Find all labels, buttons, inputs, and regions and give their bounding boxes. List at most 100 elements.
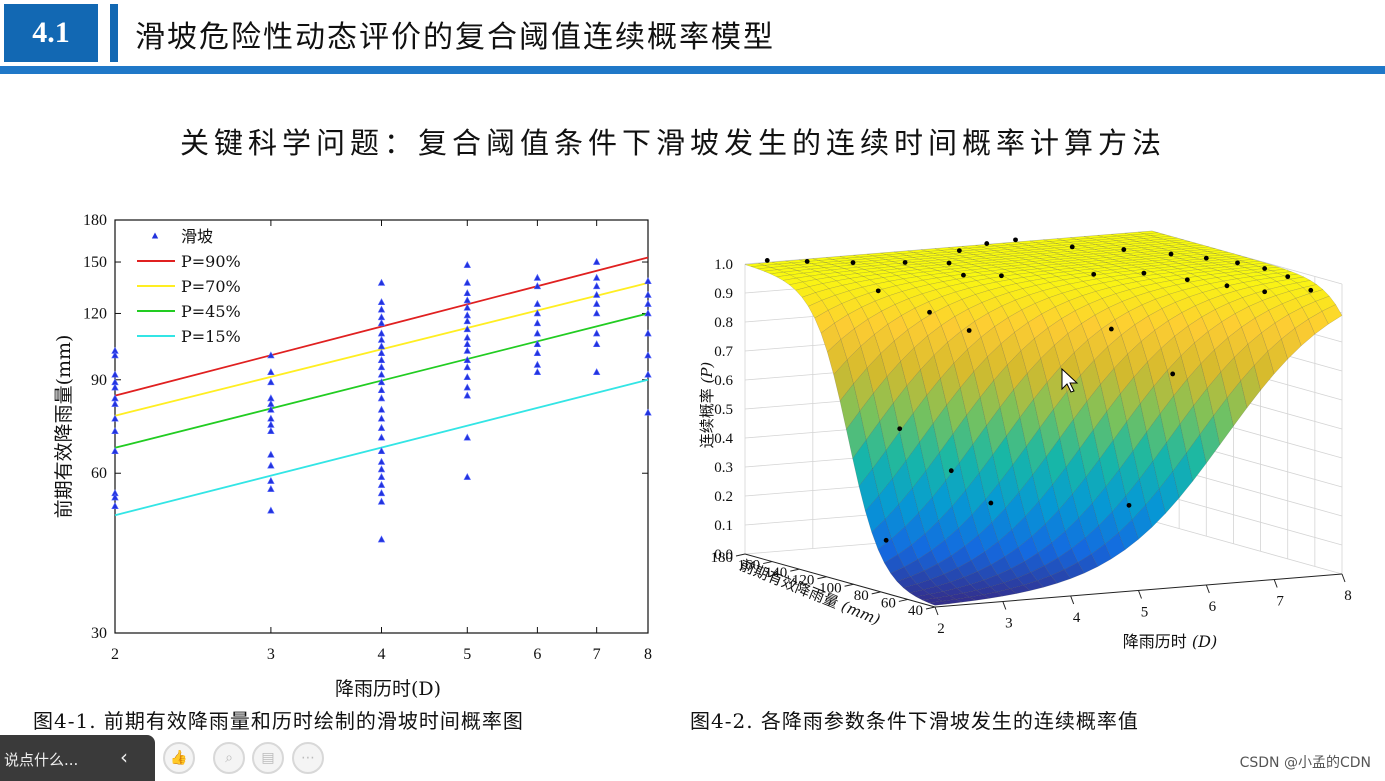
landslide-point [463, 433, 471, 441]
observed-point [1170, 371, 1176, 377]
y-tick-label: 40 [908, 603, 923, 619]
landslide-point [592, 340, 601, 348]
observed-point [850, 260, 856, 266]
landslide-point [592, 368, 601, 376]
z-tick-label: 0.2 [714, 489, 733, 505]
landslide-point [644, 329, 652, 337]
x-tick-label: 3 [267, 646, 275, 663]
zoom-icon[interactable]: ⌕ [213, 742, 245, 774]
landslide-point [592, 282, 601, 290]
landslide-point [533, 368, 542, 376]
landslide-point [111, 351, 119, 359]
landslide-point [377, 342, 386, 350]
z-tick-label: 0.0 [714, 547, 733, 563]
observed-point [927, 309, 932, 315]
observed-point [1308, 287, 1314, 293]
legend-label: P=70% [181, 277, 241, 296]
observed-point [1013, 237, 1018, 243]
legend-label: P=45% [181, 302, 241, 321]
landslide-point [533, 273, 542, 281]
thumb-up-icon[interactable]: 👍 [163, 742, 195, 774]
x-tick [934, 606, 939, 616]
y-axis-line [744, 553, 936, 608]
landslide-point [377, 329, 386, 337]
landslide-point [463, 340, 471, 348]
y-tick [844, 583, 854, 587]
x-tick [1002, 601, 1007, 610]
landslide-point [463, 346, 471, 354]
landslide-point [267, 420, 275, 428]
slide-title: 滑坡危险性动态评价的复合阈值连续概率模型 [135, 20, 775, 55]
comment-toolbar: 说点什么... ‹ [0, 735, 155, 781]
landslide-point [111, 370, 119, 378]
probability-surface-chart: 0.0 0.1 0.2 0.3 0.4 0.5 0.6 0.7 0.8 0.9 1.0 2 3 4 5 6 7 8… [698, 230, 1352, 651]
x-tick-label: 7 [1276, 594, 1284, 610]
landslide-point [463, 325, 471, 333]
section-number: 4.1 [4, 4, 98, 62]
legend-label: P=90% [181, 252, 241, 271]
observed-point [948, 468, 954, 474]
y-tick [898, 598, 908, 602]
x-tick-label: 3 [1005, 616, 1013, 632]
landslide-point [377, 535, 386, 543]
x-tick-label: 4 [1073, 610, 1081, 626]
surface-patch [1195, 246, 1216, 250]
y-tick-label: 60 [881, 595, 896, 611]
x-tick-label: 8 [644, 646, 652, 663]
landslide-point [463, 278, 471, 286]
x-tick [1341, 573, 1346, 583]
comment-input[interactable]: 说点什么... [4, 751, 79, 769]
x-axis-label: 降雨历时 (D) [1123, 632, 1217, 651]
x-tick-label: 4 [378, 646, 386, 663]
landslide-point [463, 356, 471, 363]
observed-point [1121, 247, 1127, 252]
landslide-point [592, 299, 601, 307]
landslide-point [533, 309, 542, 317]
observed-point [1126, 502, 1132, 508]
landslide-point [463, 289, 471, 297]
landslide-point [377, 447, 386, 455]
landslide-point [533, 340, 542, 348]
x-tick [1205, 584, 1210, 594]
section-separator [110, 4, 118, 62]
surface-patch [1302, 284, 1324, 294]
y-tick-label: 150 [83, 254, 107, 271]
landslide-point [377, 378, 386, 386]
landslide-point [267, 484, 275, 492]
landslide-point [377, 386, 386, 394]
x-tick [1273, 579, 1278, 588]
y-tick-label: 180 [83, 212, 107, 229]
x-tick-label: 5 [463, 646, 471, 663]
observed-point [1203, 255, 1209, 261]
landslide-point [377, 370, 386, 378]
z-tick-label: 0.4 [714, 431, 733, 447]
landslide-point [644, 370, 652, 378]
landslide-point [111, 493, 119, 501]
more-icon[interactable]: ⋯ [292, 742, 324, 774]
observed-point [1262, 289, 1268, 295]
landslide-point [111, 502, 119, 510]
mouse-cursor-icon [1061, 367, 1079, 393]
landslide-point [377, 319, 386, 327]
z-tick-label: 0.9 [714, 286, 733, 302]
landslide-point [644, 299, 652, 307]
landslide-point [592, 290, 601, 298]
landslide-point [463, 373, 471, 381]
legend-label: 滑坡 [181, 227, 213, 246]
landslide-point [533, 349, 542, 356]
surface-patch [1189, 244, 1210, 249]
landslide-point [644, 351, 652, 359]
chevron-left-icon[interactable]: ‹ [120, 745, 128, 769]
surface-patch [1321, 304, 1343, 325]
y-tick [817, 576, 827, 580]
landslide-point [533, 282, 542, 290]
landslide-point [463, 333, 471, 341]
landslide-point [267, 405, 275, 413]
z-tick-label: 0.8 [714, 315, 733, 331]
landslide-point [377, 414, 386, 422]
observed-point [984, 241, 990, 246]
y-tick [871, 591, 881, 595]
copy-icon[interactable]: ▤ [252, 742, 284, 774]
x-tick-label: 7 [593, 646, 601, 663]
landslide-point [377, 465, 386, 473]
